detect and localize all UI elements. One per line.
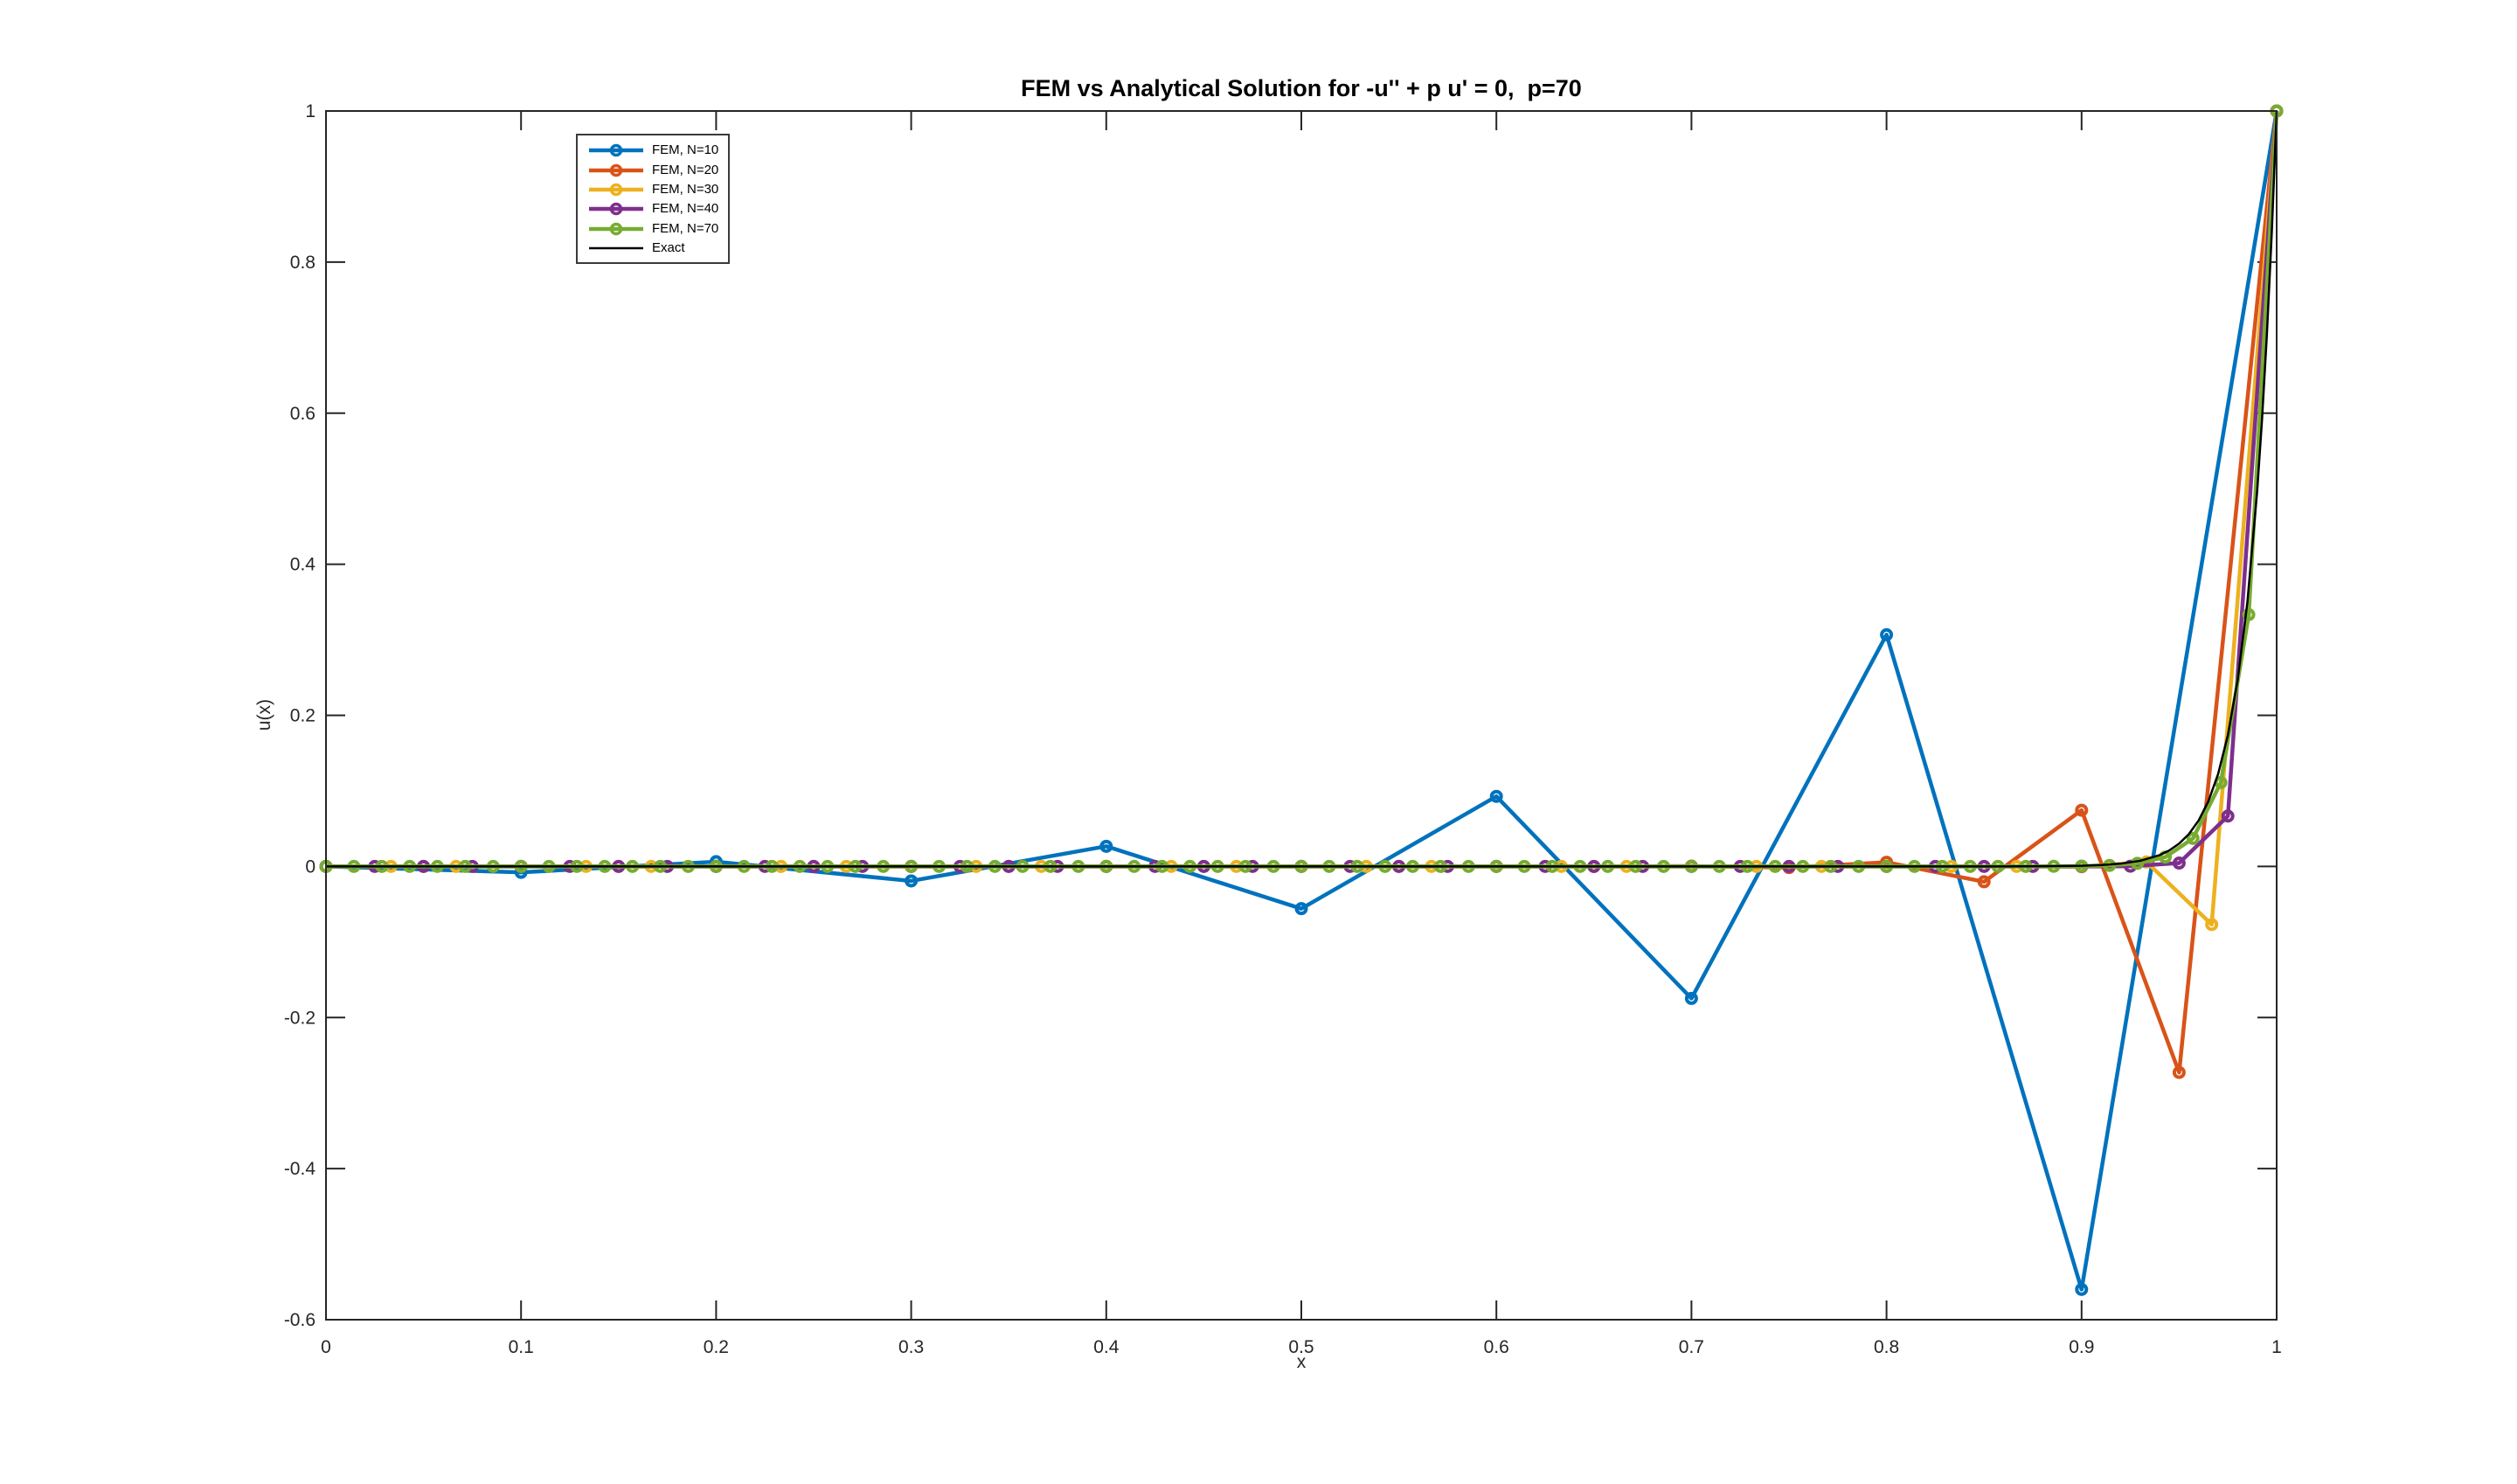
y-tick-label: 1: [305, 101, 315, 121]
x-tick-label: 0.2: [704, 1337, 729, 1357]
legend-line-sample-icon: [589, 246, 643, 250]
y-tick-label: 0.2: [290, 706, 315, 726]
data-point-marker: [2205, 918, 2219, 932]
y-tick-label: 0.6: [290, 404, 315, 424]
x-axis-label: x: [1296, 1352, 1307, 1372]
legend-label: FEM, N=40: [652, 201, 719, 217]
legend-label: FEM, N=10: [652, 142, 719, 158]
data-point-marker: [1489, 789, 1503, 803]
legend-label: FEM, N=20: [652, 162, 719, 177]
x-tick-label: 0.6: [1484, 1337, 1509, 1357]
legend-entry-fem-n70: FEM, N=70: [587, 219, 728, 239]
data-point-marker: [2075, 803, 2089, 817]
data-point-marker: [2242, 607, 2256, 621]
x-tick-label: 0.9: [2069, 1337, 2094, 1357]
series-exact: [326, 110, 2278, 868]
x-tick-label: 1: [2271, 1337, 2282, 1357]
legend-entry-fem-n10: FEM, N=10: [587, 141, 728, 160]
series-fem-n-10: [319, 104, 2284, 1296]
x-tick-label: 0.4: [1093, 1337, 1120, 1357]
legend: FEM, N=10 FEM, N=20 FEM, N=30 FEM, N=40 …: [576, 134, 730, 265]
y-axis-label: u(x): [254, 698, 274, 732]
data-point-marker: [1977, 875, 1991, 889]
data-point-marker: [2075, 1282, 2089, 1296]
legend-line-sample-icon: [589, 203, 643, 216]
legend-line-sample-icon: [589, 183, 643, 197]
x-tick-label: 0.8: [1874, 1337, 1899, 1357]
chart-title: FEM vs Analytical Solution for -u'' + p …: [1021, 75, 1582, 101]
data-point-marker: [1294, 902, 1308, 916]
y-tick-label: 0.4: [290, 555, 316, 575]
legend-label: Exact: [652, 240, 685, 256]
x-tick-label: 0.1: [509, 1337, 534, 1357]
y-tick-label: 0.8: [290, 253, 315, 273]
plot-box: [325, 110, 2278, 1321]
legend-entry-fem-n30: FEM, N=30: [587, 180, 728, 199]
legend-label: FEM, N=70: [652, 220, 719, 236]
y-tick-label: -0.2: [284, 1008, 315, 1028]
legend-entry-fem-n20: FEM, N=20: [587, 160, 728, 179]
legend-entry-exact: Exact: [587, 239, 728, 258]
legend-line-sample-icon: [589, 222, 643, 235]
data-point-marker: [1684, 991, 1698, 1005]
data-point-marker: [2172, 856, 2186, 870]
data-point-marker: [2131, 856, 2145, 870]
data-point-marker: [2221, 809, 2235, 823]
y-tick-label: -0.4: [284, 1159, 316, 1179]
x-tick-label: 0.7: [1679, 1337, 1704, 1357]
legend-line-sample-icon: [589, 143, 643, 157]
x-tick-label: 0: [321, 1337, 331, 1357]
data-point-marker: [1880, 628, 1894, 641]
data-point-marker: [2186, 831, 2200, 845]
y-tick-label: -0.6: [284, 1310, 315, 1330]
y-tick-label: 0: [305, 856, 315, 877]
x-tick-label: 0.5: [1288, 1337, 1314, 1357]
legend-label: FEM, N=30: [652, 181, 719, 197]
data-point-marker: [905, 874, 919, 888]
data-point-marker: [2172, 1065, 2186, 1079]
data-point-marker: [1099, 839, 1113, 853]
legend-line-sample-icon: [589, 163, 643, 177]
legend-entry-fem-n40: FEM, N=40: [587, 199, 728, 218]
x-tick-label: 0.3: [898, 1337, 924, 1357]
